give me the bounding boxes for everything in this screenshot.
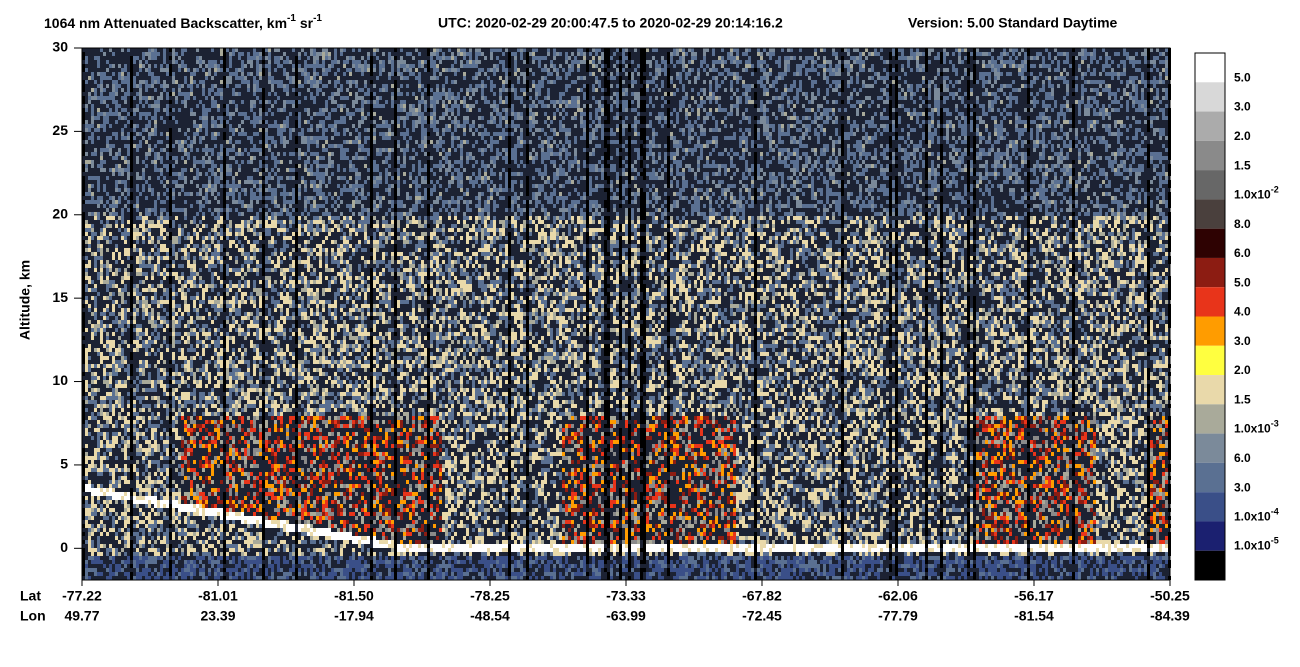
- lat-label: -56.17: [1014, 588, 1054, 604]
- x-row-label: Lat: [20, 588, 41, 604]
- colorbar-label: 3.0: [1234, 480, 1251, 494]
- lat-label: -73.33: [606, 588, 646, 604]
- colorbar-label: 1.0x10-4: [1234, 507, 1279, 524]
- x-row-label: Lon: [20, 608, 46, 624]
- utc-range: UTC: 2020-02-29 20:00:47.5 to 2020-02-29…: [438, 15, 783, 31]
- colorbar-label: 1.0x10-5: [1234, 536, 1279, 553]
- colorbar-bin: [1195, 404, 1225, 434]
- plot-area: [81, 47, 1171, 581]
- lon-label: -48.54: [470, 608, 510, 624]
- title-part: -1: [287, 13, 296, 24]
- colorbar-bin: [1195, 111, 1225, 141]
- colorbar-bin: [1195, 287, 1225, 317]
- colorbar-label: 4.0: [1234, 305, 1251, 319]
- colorbar-bin: [1195, 82, 1225, 112]
- colorbar-bin: [1195, 521, 1225, 551]
- colorbar-bin: [1195, 433, 1225, 463]
- colorbar-label: 2.0: [1234, 129, 1251, 143]
- chart-title: 1064 nm Attenuated Backscatter, km-1 sr-…: [44, 13, 322, 31]
- y-axis-label: Altitude, km: [17, 260, 33, 340]
- y-tick-label: 30: [52, 39, 68, 55]
- colorbar-label: 3.0: [1234, 334, 1251, 348]
- colorbar-bin: [1195, 492, 1225, 522]
- lat-label: -81.01: [198, 588, 238, 604]
- version: Version: 5.00 Standard Daytime: [908, 15, 1118, 31]
- backscatter-texture: [85, 48, 1168, 216]
- y-tick-label: 25: [52, 122, 68, 138]
- backscatter-texture: [181, 416, 1168, 544]
- title-part: sr: [296, 15, 314, 31]
- colorbar-label: 1.0x10-3: [1234, 419, 1279, 436]
- backscatter-texture: [85, 484, 1168, 552]
- colorbar-bin: [1195, 316, 1225, 346]
- title-part: 1064 nm Attenuated Backscatter, km: [44, 15, 287, 31]
- backscatter-texture: [184, 416, 1168, 544]
- lat-label: -77.22: [62, 588, 102, 604]
- colorbar-label-exp: -5: [1271, 536, 1279, 546]
- y-tick-label: 10: [52, 372, 68, 388]
- colorbar-bin: [1195, 462, 1225, 493]
- backscatter-texture: [85, 216, 1168, 556]
- colorbar-bin: [1195, 257, 1225, 288]
- colorbar: 5.03.02.01.51.0x10-28.06.05.04.03.02.01.…: [1194, 52, 1279, 581]
- colorbar-frame: [1194, 52, 1226, 581]
- colorbar-label: 6.0: [1234, 246, 1251, 260]
- lon-label: -17.94: [334, 608, 374, 624]
- colorbar-label: 1.5: [1234, 393, 1251, 407]
- colorbar-label: 8.0: [1234, 217, 1251, 231]
- colorbar-label-exp: -2: [1271, 185, 1279, 195]
- colorbar-label: 2.0: [1234, 363, 1251, 377]
- colorbar-label-base: 1.0x10: [1234, 188, 1271, 202]
- colorbar-label: 3.0: [1234, 100, 1251, 114]
- colorbar-bin: [1195, 345, 1225, 376]
- colorbar-label: 5.0: [1234, 70, 1251, 84]
- y-tick-label: 0: [60, 539, 68, 555]
- title-part: -1: [313, 13, 322, 24]
- colorbar-label: 5.0: [1234, 275, 1251, 289]
- y-tick-label: 20: [52, 205, 68, 221]
- colorbar-bin: [1195, 228, 1225, 258]
- y-tick-label: 5: [60, 456, 68, 472]
- colorbar-bin: [1195, 550, 1225, 580]
- colorbar-label-exp: -3: [1271, 419, 1279, 429]
- lat-label: -81.50: [334, 588, 374, 604]
- colorbar-bin: [1195, 53, 1225, 83]
- colorbar-bin: [1195, 170, 1225, 200]
- backscatter-texture: [181, 416, 1168, 544]
- lon-label: 49.77: [64, 608, 99, 624]
- lat-label: -50.25: [1150, 588, 1190, 604]
- lat-label: -78.25: [470, 588, 510, 604]
- lat-label: -62.06: [878, 588, 918, 604]
- colorbar-label-base: 1.0x10: [1234, 422, 1271, 436]
- y-tick-label: 15: [52, 289, 68, 305]
- colorbar-label: 6.0: [1234, 451, 1251, 465]
- colorbar-bin: [1195, 199, 1225, 229]
- colorbar-label: 1.0x10-2: [1234, 185, 1279, 202]
- lon-label: 23.39: [200, 608, 235, 624]
- colorbar-label: 1.5: [1234, 158, 1251, 172]
- colorbar-label-exp: -4: [1271, 507, 1279, 517]
- lon-label: -63.99: [606, 608, 646, 624]
- colorbar-bin: [1195, 140, 1225, 171]
- colorbar-bin: [1195, 375, 1225, 405]
- lon-label: -84.39: [1150, 608, 1190, 624]
- backscatter-texture: [85, 556, 1168, 580]
- lon-label: -81.54: [1014, 608, 1054, 624]
- backscatter-texture: [85, 48, 1168, 580]
- lon-label: -77.79: [878, 608, 918, 624]
- lat-label: -67.82: [742, 588, 782, 604]
- lon-label: -72.45: [742, 608, 782, 624]
- colorbar-label-base: 1.0x10: [1234, 539, 1271, 553]
- colorbar-label-base: 1.0x10: [1234, 510, 1271, 524]
